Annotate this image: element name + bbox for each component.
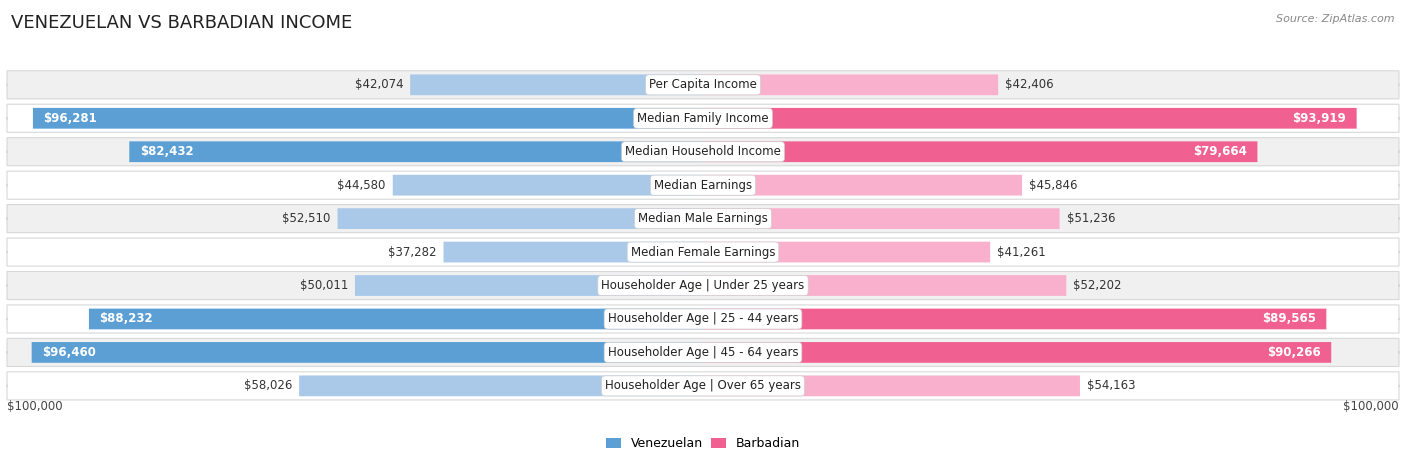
Text: Median Household Income: Median Household Income <box>626 145 780 158</box>
Text: $37,282: $37,282 <box>388 246 437 259</box>
FancyBboxPatch shape <box>703 108 1357 128</box>
FancyBboxPatch shape <box>703 309 1326 329</box>
Text: $45,846: $45,846 <box>1029 179 1077 191</box>
Text: $79,664: $79,664 <box>1194 145 1247 158</box>
FancyBboxPatch shape <box>7 171 1399 199</box>
Text: $93,919: $93,919 <box>1292 112 1346 125</box>
Text: $96,281: $96,281 <box>44 112 97 125</box>
FancyBboxPatch shape <box>703 175 1022 196</box>
Text: $89,565: $89,565 <box>1263 312 1316 325</box>
Text: Householder Age | 25 - 44 years: Householder Age | 25 - 44 years <box>607 312 799 325</box>
FancyBboxPatch shape <box>32 108 703 128</box>
FancyBboxPatch shape <box>703 208 1060 229</box>
Text: $51,236: $51,236 <box>1067 212 1115 225</box>
FancyBboxPatch shape <box>7 205 1399 233</box>
Text: Median Female Earnings: Median Female Earnings <box>631 246 775 259</box>
FancyBboxPatch shape <box>7 372 1399 400</box>
FancyBboxPatch shape <box>392 175 703 196</box>
Text: $90,266: $90,266 <box>1267 346 1320 359</box>
Text: $52,202: $52,202 <box>1073 279 1122 292</box>
FancyBboxPatch shape <box>299 375 703 396</box>
Text: $52,510: $52,510 <box>283 212 330 225</box>
FancyBboxPatch shape <box>7 271 1399 299</box>
Text: $42,074: $42,074 <box>354 78 404 92</box>
FancyBboxPatch shape <box>7 238 1399 266</box>
Text: $54,163: $54,163 <box>1087 379 1136 392</box>
Legend: Venezuelan, Barbadian: Venezuelan, Barbadian <box>600 432 806 455</box>
FancyBboxPatch shape <box>7 138 1399 166</box>
FancyBboxPatch shape <box>703 342 1331 363</box>
FancyBboxPatch shape <box>89 309 703 329</box>
FancyBboxPatch shape <box>411 74 703 95</box>
FancyBboxPatch shape <box>32 342 703 363</box>
FancyBboxPatch shape <box>703 74 998 95</box>
FancyBboxPatch shape <box>443 242 703 262</box>
Text: Source: ZipAtlas.com: Source: ZipAtlas.com <box>1277 14 1395 24</box>
Text: Median Male Earnings: Median Male Earnings <box>638 212 768 225</box>
Text: $42,406: $42,406 <box>1005 78 1053 92</box>
FancyBboxPatch shape <box>7 104 1399 132</box>
FancyBboxPatch shape <box>337 208 703 229</box>
Text: $41,261: $41,261 <box>997 246 1046 259</box>
Text: $44,580: $44,580 <box>337 179 385 191</box>
Text: $50,011: $50,011 <box>299 279 347 292</box>
FancyBboxPatch shape <box>703 242 990 262</box>
Text: Householder Age | Under 25 years: Householder Age | Under 25 years <box>602 279 804 292</box>
Text: VENEZUELAN VS BARBADIAN INCOME: VENEZUELAN VS BARBADIAN INCOME <box>11 14 353 32</box>
Text: $96,460: $96,460 <box>42 346 96 359</box>
FancyBboxPatch shape <box>354 275 703 296</box>
Text: Median Family Income: Median Family Income <box>637 112 769 125</box>
FancyBboxPatch shape <box>703 142 1257 162</box>
FancyBboxPatch shape <box>7 339 1399 367</box>
Text: Per Capita Income: Per Capita Income <box>650 78 756 92</box>
Text: $58,026: $58,026 <box>243 379 292 392</box>
FancyBboxPatch shape <box>7 71 1399 99</box>
FancyBboxPatch shape <box>7 305 1399 333</box>
FancyBboxPatch shape <box>703 275 1066 296</box>
FancyBboxPatch shape <box>703 375 1080 396</box>
Text: Householder Age | 45 - 64 years: Householder Age | 45 - 64 years <box>607 346 799 359</box>
Text: $100,000: $100,000 <box>1343 400 1399 413</box>
Text: $100,000: $100,000 <box>7 400 63 413</box>
Text: Householder Age | Over 65 years: Householder Age | Over 65 years <box>605 379 801 392</box>
FancyBboxPatch shape <box>129 142 703 162</box>
Text: $82,432: $82,432 <box>139 145 194 158</box>
Text: $88,232: $88,232 <box>100 312 153 325</box>
Text: Median Earnings: Median Earnings <box>654 179 752 191</box>
